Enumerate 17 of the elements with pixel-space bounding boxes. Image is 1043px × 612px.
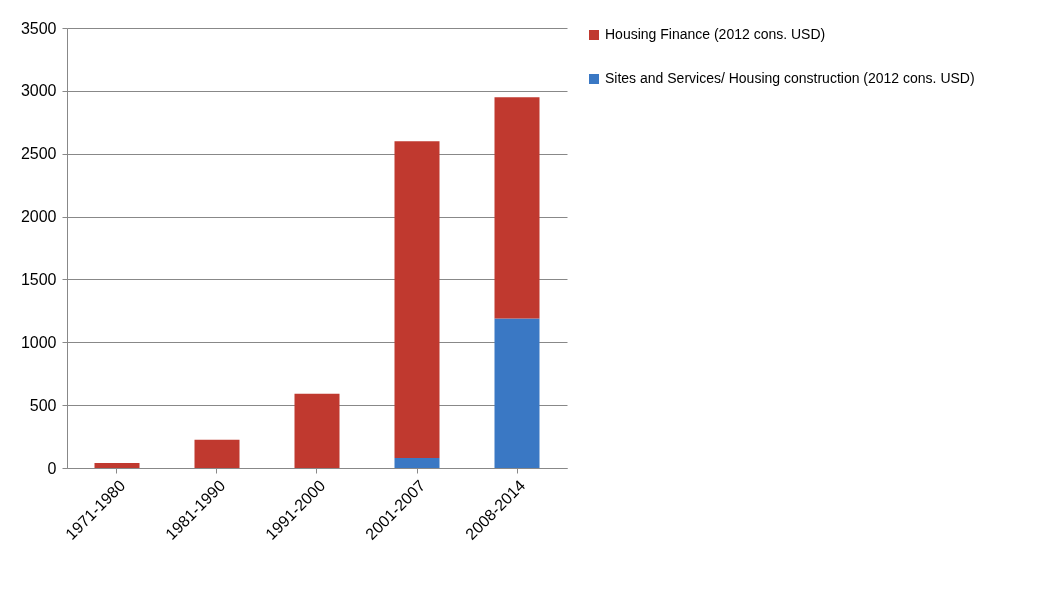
y-tick-label: 500 [29,396,57,414]
y-tick-label: 0 [47,459,57,477]
bar [394,457,440,468]
y-tick-label: 2500 [20,145,57,163]
y-tick-label: 2000 [20,208,57,226]
bar [494,318,540,468]
bar [394,141,440,458]
y-tick-label: 1000 [20,333,57,351]
bar [94,462,140,468]
y-tick-label: 3500 [20,19,57,37]
legend-label: Sites and Services/ Housing construction (2012 cons. USD) [605,70,975,86]
bar [494,97,540,319]
legend-label: Housing Finance (2012 cons. USD) [605,26,826,42]
y-tick-label: 1500 [20,270,57,288]
bar [194,439,240,468]
y-tick-label: 3000 [20,82,57,100]
bar [294,393,340,468]
